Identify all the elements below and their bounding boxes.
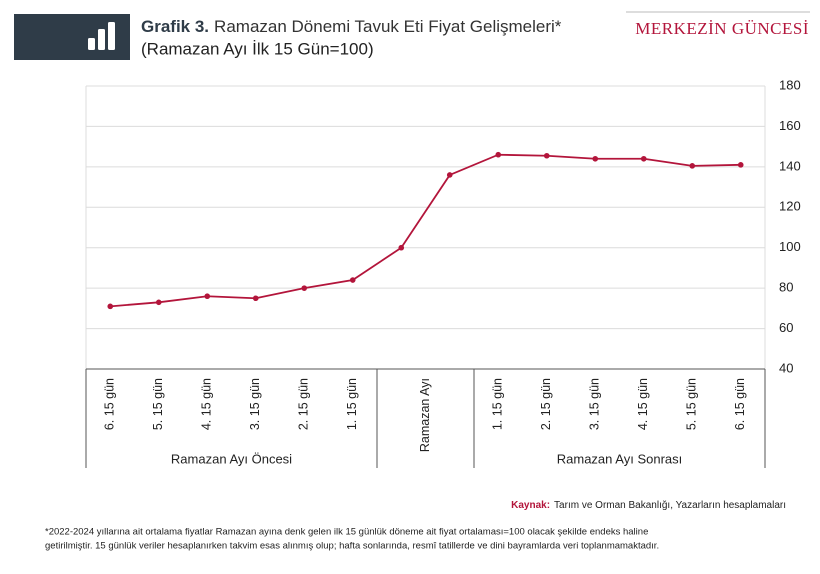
x-tick-label: 4. 15 gün	[636, 378, 650, 430]
source-label: Kaynak:	[511, 500, 550, 511]
data-point	[252, 295, 259, 302]
y-tick-label: 140	[779, 158, 801, 173]
x-tick-label: 5. 15 gün	[151, 378, 165, 430]
data-point	[301, 285, 308, 291]
x-tick-label: 3. 15 gün	[248, 378, 262, 430]
title-prefix: Grafik 3.	[141, 17, 209, 36]
data-point	[446, 172, 453, 178]
y-tick-label: 120	[779, 199, 801, 214]
data-point	[107, 303, 114, 310]
brand: MERKEZİN GÜNCESİ	[635, 19, 809, 38]
x-tick-label: 1. 15 gün	[491, 378, 505, 430]
data-point	[155, 299, 162, 306]
y-tick-label: 80	[779, 280, 793, 295]
y-tick-label: 100	[779, 239, 801, 254]
footnote-line: getirilmiştir. 15 günlük veriler hesapla…	[45, 541, 659, 552]
data-point	[204, 293, 211, 300]
data-point	[640, 155, 647, 162]
footnote-line: *2022-2024 yıllarına ait ortalama fiyatl…	[45, 527, 648, 538]
data-point	[689, 163, 696, 169]
y-tick-label: 60	[779, 320, 793, 335]
title-text: Ramazan Dönemi Tavuk Eti Fiyat Gelişmele…	[214, 17, 562, 36]
x-tick-label: 2. 15 gün	[297, 378, 311, 430]
y-tick-label: 40	[779, 360, 793, 375]
y-tick-label: 160	[779, 118, 801, 133]
x-tick-label: 3. 15 gün	[588, 378, 602, 430]
x-tick-label: 2. 15 gün	[539, 378, 553, 430]
header-icon	[88, 22, 115, 50]
chart-subtitle: (Ramazan Ayı İlk 15 Gün=100)	[141, 39, 374, 58]
chart-title: Grafik 3. Ramazan Dönemi Tavuk Eti Fiyat …	[141, 17, 562, 36]
x-tick-label: 5. 15 gün	[685, 378, 699, 430]
data-point	[349, 277, 356, 283]
data-point	[495, 151, 502, 158]
x-tick-label: 6. 15 gün	[103, 378, 117, 430]
source-text: Tarım ve Orman Bakanlığı, Yazarların hes…	[554, 500, 786, 511]
x-tick-label: 6. 15 gün	[733, 378, 747, 430]
x-tick-label: Ramazan Ayı	[418, 378, 432, 452]
data-point	[543, 152, 550, 159]
source: Kaynak: Tarım ve Orman Bakanlığı, Yazarla…	[511, 500, 786, 511]
group-label: Ramazan Ayı Öncesi	[171, 451, 292, 466]
data-point	[737, 162, 744, 168]
data-point	[398, 244, 405, 251]
group-label: Ramazan Ayı Sonrası	[557, 451, 683, 466]
x-tick-label: 4. 15 gün	[200, 378, 214, 430]
data-point	[592, 155, 599, 162]
series-line	[110, 153, 741, 308]
x-tick-label: 1. 15 gün	[345, 378, 359, 430]
y-tick-label: 180	[779, 77, 801, 92]
